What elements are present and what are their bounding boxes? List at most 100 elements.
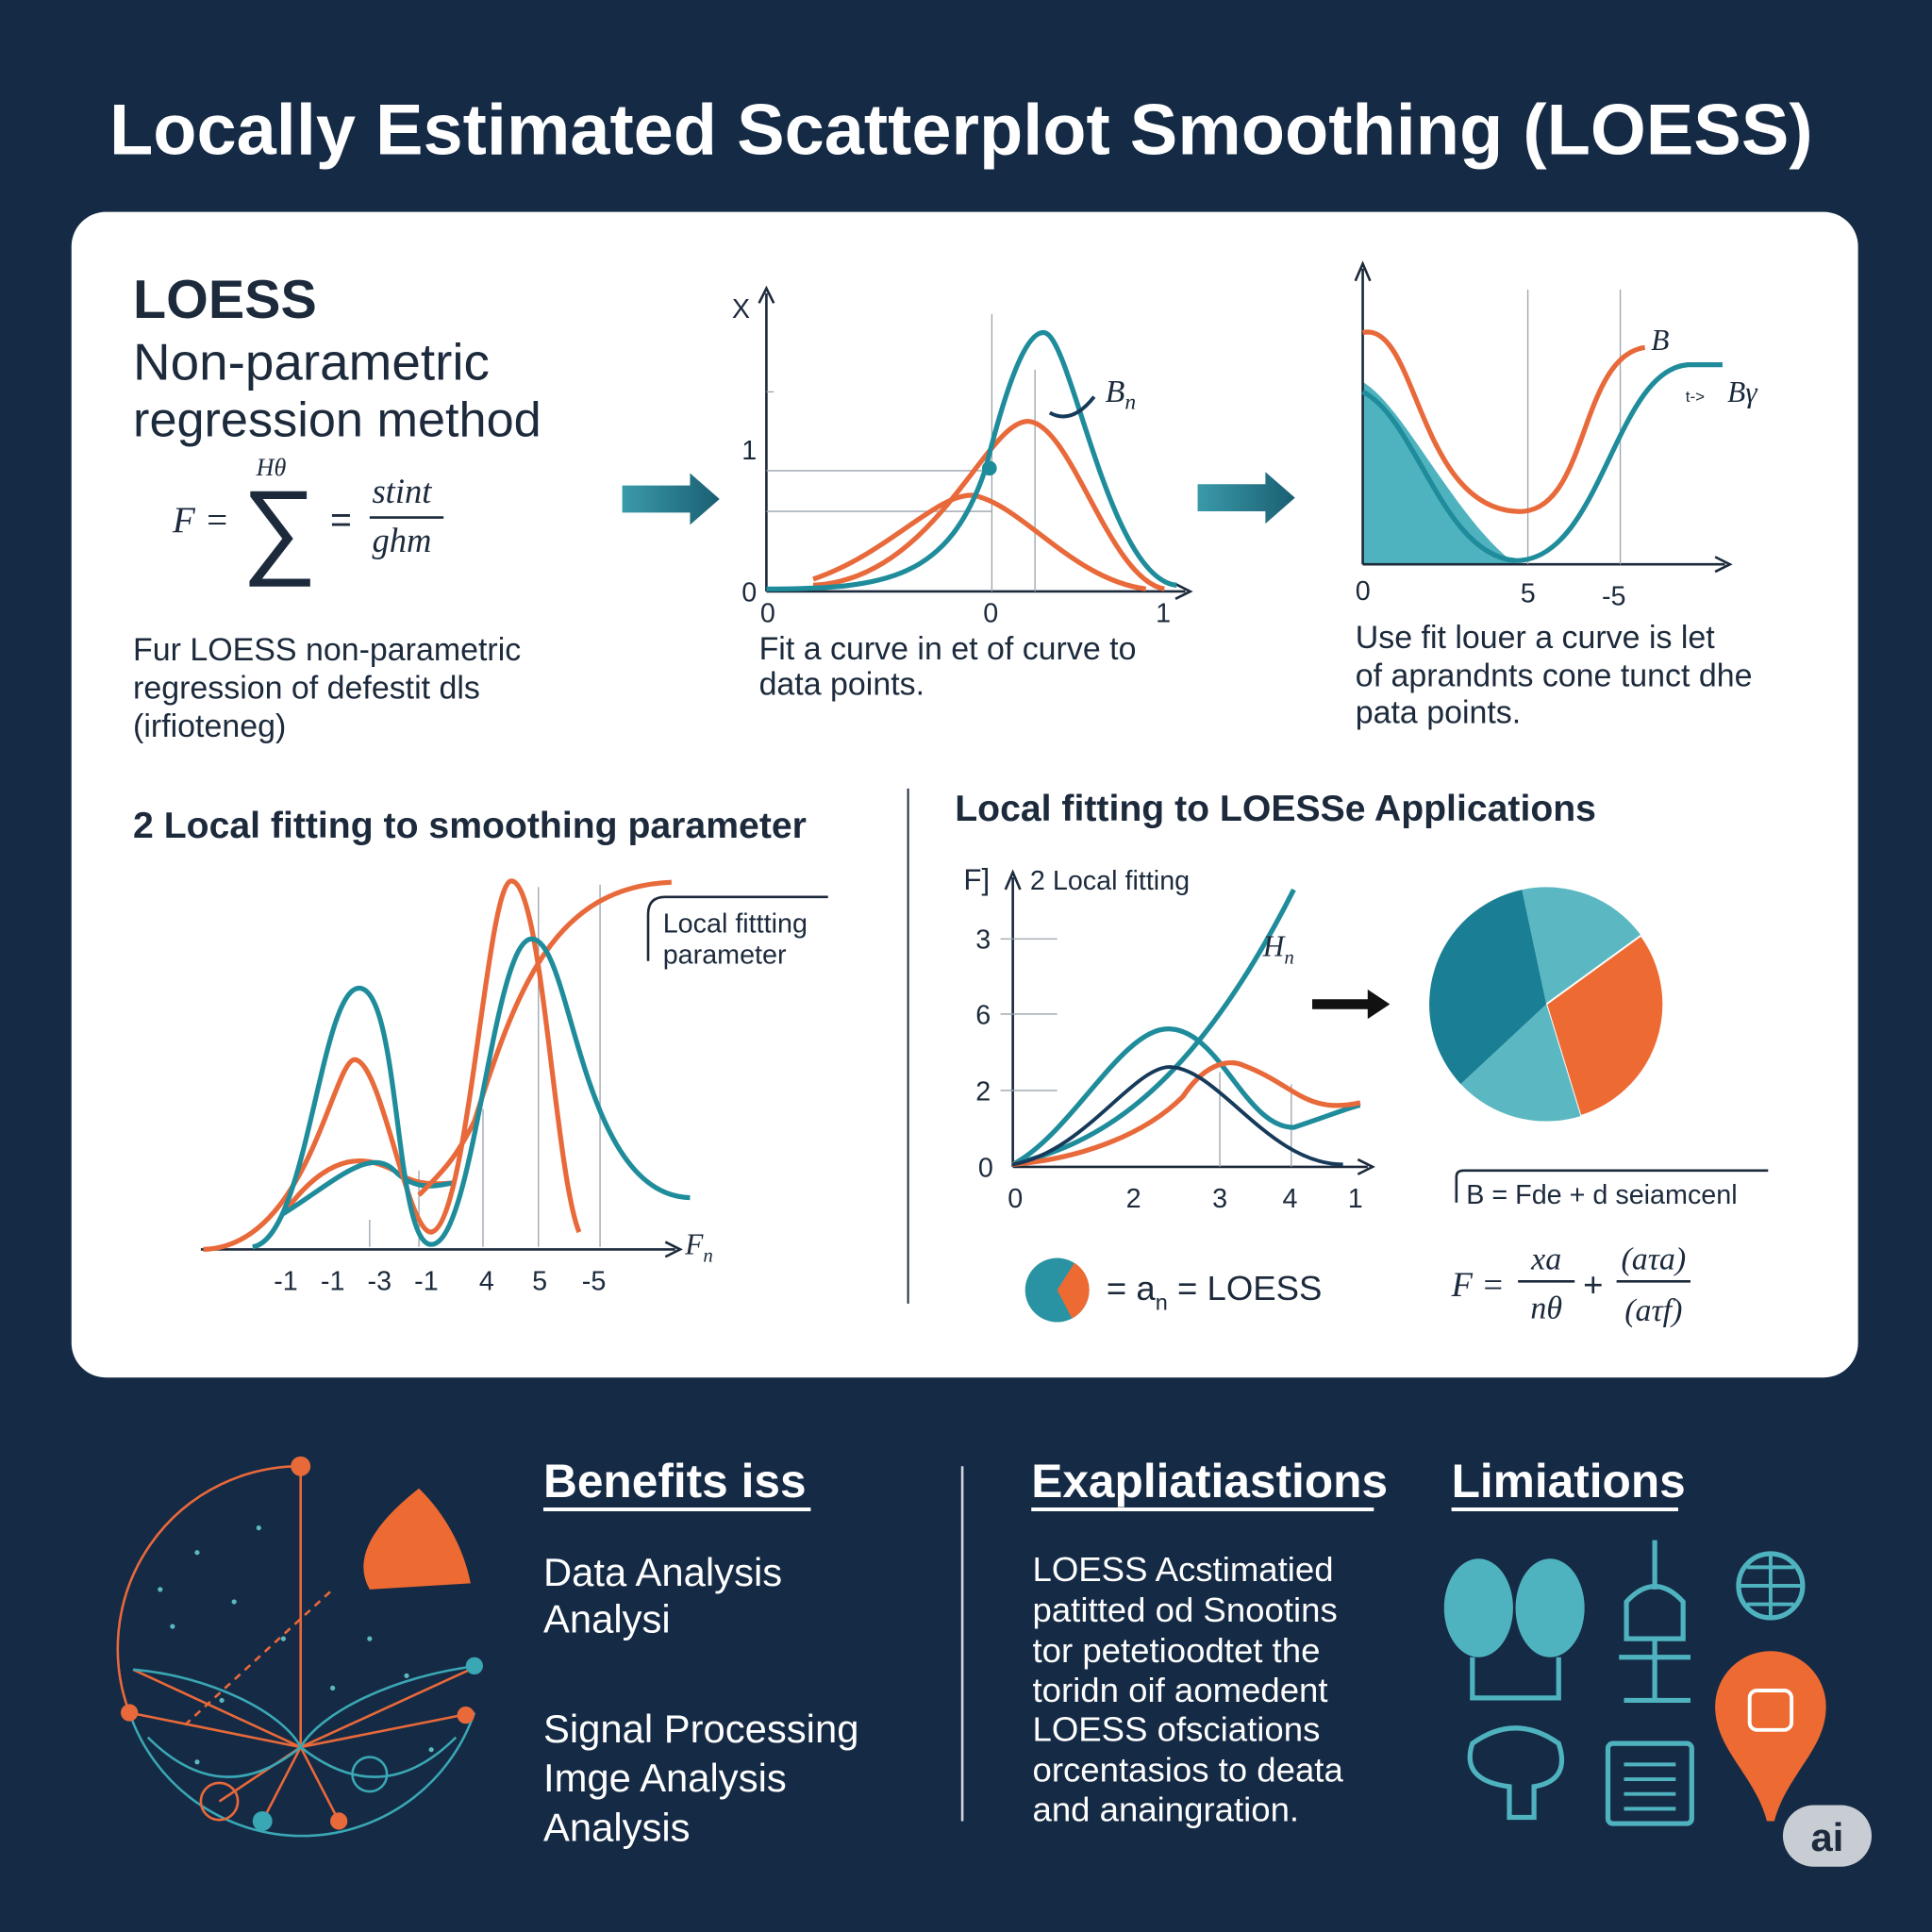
axis [200, 1241, 683, 1258]
dot [231, 1599, 237, 1605]
heading: Limiations [1452, 1455, 1686, 1507]
benefit-list: Data Analysis Analysi Signal Processing … [543, 1550, 858, 1849]
formula: = [330, 500, 352, 541]
dot [428, 1747, 434, 1753]
axis-label: F] [963, 863, 990, 896]
tick-label: 0 [1356, 576, 1371, 607]
dot [158, 1587, 163, 1592]
label: n [1284, 945, 1293, 968]
formula-bracket [1455, 1169, 1769, 1203]
curve [1362, 329, 1646, 514]
tick-label: 1 [1156, 599, 1171, 629]
curve-label: Bn [1106, 375, 1136, 415]
wedge [363, 1488, 471, 1590]
tick-label: 2 [975, 1076, 991, 1107]
tick-label: 3 [1212, 1184, 1227, 1214]
caption: of aprandnts cone tunct dhe [1356, 658, 1753, 694]
tick-label: 6 [975, 1000, 991, 1030]
tick-label: -1 [274, 1267, 298, 1297]
tick-label: 5 [1521, 579, 1536, 609]
tick-label: 3 [975, 925, 991, 956]
legend-formula: = an = LOESS [1107, 1269, 1323, 1314]
axis-label: X [732, 294, 750, 325]
dot [194, 1759, 200, 1765]
item: Signal Processing [543, 1707, 858, 1751]
curve [1361, 361, 1723, 563]
label: n [1124, 391, 1136, 415]
caption: Fit a curve in et of curve to [759, 631, 1137, 667]
icon [1619, 1540, 1690, 1704]
curve [282, 1159, 457, 1216]
curve-label: Bγ [1727, 375, 1758, 408]
caption: Use fit louer a curve is let [1356, 620, 1716, 656]
formula: ghm [372, 521, 431, 559]
icon [1467, 1725, 1565, 1821]
formula: Hθ [256, 454, 287, 481]
heading: Exapliatiastions [1031, 1455, 1388, 1507]
axis-label: Fn [684, 1228, 713, 1267]
line: and anaingration. [1033, 1790, 1300, 1828]
curve [1012, 1065, 1343, 1167]
dots [158, 1524, 434, 1765]
point [981, 460, 997, 476]
spoke [132, 1664, 478, 1778]
line: toridn oif aomedent [1033, 1671, 1328, 1709]
axes [758, 285, 1193, 600]
icon [1605, 1740, 1694, 1826]
node [457, 1706, 475, 1724]
curve [251, 936, 691, 1250]
line: orcentasios to deata [1033, 1751, 1344, 1790]
chart-title: 2 Local fitting [1030, 866, 1190, 896]
dot [280, 1636, 287, 1641]
legend: Local fittting [663, 909, 808, 940]
arc [127, 1712, 476, 1838]
curve [1011, 1025, 1361, 1167]
slice [1460, 1004, 1581, 1122]
heading: Non-parametric [133, 332, 490, 391]
grid-line [1000, 938, 1292, 1167]
legend: parameter [663, 940, 787, 970]
tick-label: -1 [414, 1267, 439, 1297]
tick-label: 5 [532, 1267, 547, 1297]
formula: (aτf) [1624, 1293, 1682, 1328]
arc [116, 1464, 301, 1713]
curve [766, 330, 1177, 591]
heading: regression method [133, 392, 541, 447]
curve-label: t-> [1686, 388, 1705, 406]
caption: data points. [759, 667, 924, 703]
slice [1522, 887, 1641, 1005]
globe-illustration [116, 1456, 483, 1838]
formula: xa [1530, 1241, 1561, 1276]
icon [1624, 1762, 1676, 1811]
label: F [684, 1228, 704, 1261]
node [330, 1812, 348, 1830]
heading: 2 Local fitting to smoothing parameter [133, 806, 807, 846]
label: H [1262, 930, 1287, 963]
tick-label: 0 [1008, 1184, 1023, 1214]
curve-label: Hn [1262, 930, 1294, 969]
curve [1012, 1059, 1361, 1167]
heading: Local fitting to LOESSe Applications [955, 789, 1596, 829]
ticks: 3 6 2 0 0 2 3 4 1 [975, 925, 1362, 1214]
tick-label: -5 [582, 1267, 607, 1297]
tick-label: 0 [983, 599, 998, 629]
tick-label: 0 [741, 577, 757, 608]
formula: F = [1451, 1265, 1505, 1304]
caption: (irfioteneg) [133, 708, 286, 744]
legend-bracket [646, 895, 828, 961]
icon [1738, 1554, 1803, 1618]
tick-label: 1 [741, 436, 757, 466]
pointer [1048, 395, 1096, 419]
arrow [622, 473, 720, 525]
dot [367, 1636, 373, 1641]
formula: + [1583, 1265, 1603, 1304]
formula: (aτa) [1621, 1241, 1686, 1276]
label: n [703, 1243, 712, 1266]
item: Analysis [543, 1805, 691, 1849]
x-ticks: -1 -1 -3 -1 4 5 -5 [274, 1267, 606, 1297]
title: Locally Estimated Scatterplot Smoothing … [109, 90, 1813, 170]
dot [170, 1624, 175, 1629]
node [291, 1456, 311, 1476]
